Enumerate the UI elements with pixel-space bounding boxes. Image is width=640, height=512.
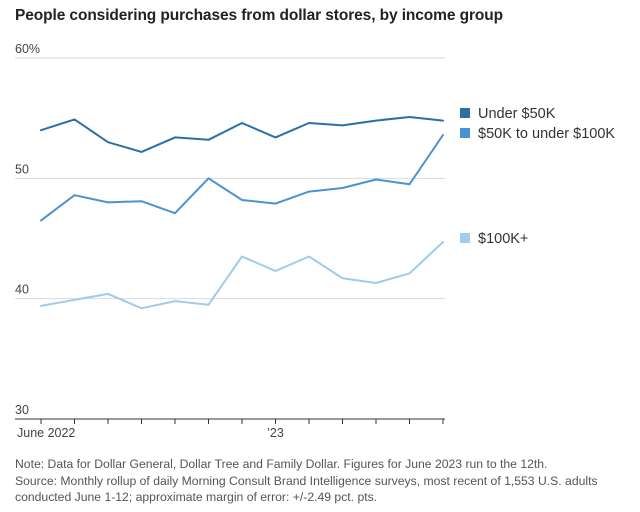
legend-swatch-under-50k (460, 108, 470, 118)
legend-label-100k: $100K+ (478, 231, 528, 247)
chart-notes: Note: Data for Dollar General, Dollar Tr… (15, 456, 630, 506)
y-tick-label: 40 (15, 283, 29, 297)
legend-label-50k-to-under-100k: $50K to under $100K (478, 126, 615, 142)
note-line: Note: Data for Dollar General, Dollar Tr… (15, 457, 548, 471)
legend: Under $50K $50K to under $100K $100K+ (460, 106, 615, 247)
x-tick-label: ’23 (267, 426, 284, 440)
legend-label-under-50k: Under $50K (478, 106, 556, 122)
source-line-2: conducted June 1-12; approximate margin … (15, 490, 378, 504)
x-axis: June 2022 ’23 (15, 418, 445, 440)
chart-title: People considering purchases from dollar… (15, 7, 503, 24)
series-lines (40, 116, 444, 310)
y-tick-label: 50 (15, 162, 29, 176)
series-line-100k (40, 241, 444, 310)
x-tick-label: June 2022 (17, 426, 75, 440)
gridlines (15, 57, 445, 300)
source-line-1: Source: Monthly rollup of daily Morning … (15, 473, 598, 488)
y-axis-tick-labels: 30 40 50 60% (15, 42, 40, 417)
legend-swatch-50k-to-under-100k (460, 128, 470, 138)
series-line-under-50k (40, 116, 444, 153)
series-line-50k-to-under-100k (40, 134, 444, 222)
legend-swatch-100k (460, 233, 470, 243)
y-tick-label: 60% (15, 42, 40, 56)
y-tick-label: 30 (15, 403, 29, 417)
